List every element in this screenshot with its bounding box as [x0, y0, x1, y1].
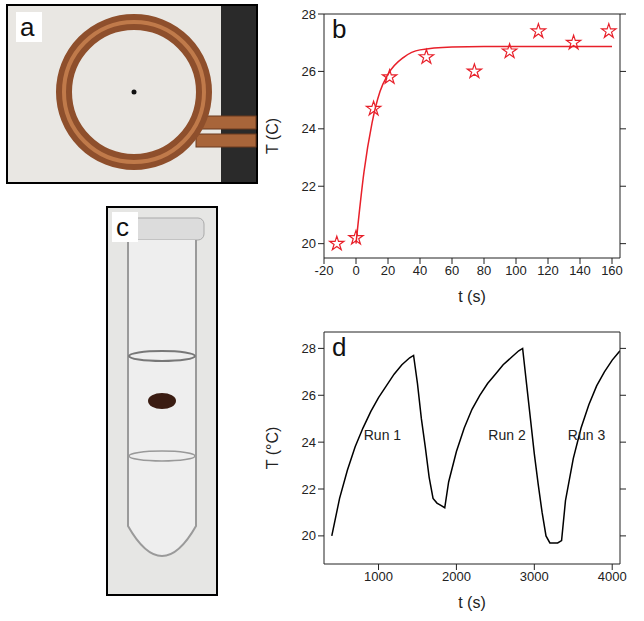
svg-text:28: 28: [302, 7, 316, 22]
svg-text:20: 20: [302, 236, 316, 251]
svg-text:100: 100: [505, 263, 527, 278]
svg-text:20: 20: [381, 263, 395, 278]
svg-text:120: 120: [537, 263, 559, 278]
svg-text:28: 28: [302, 341, 316, 356]
svg-text:80: 80: [477, 263, 491, 278]
svg-text:c: c: [116, 212, 129, 242]
svg-text:160: 160: [601, 263, 623, 278]
svg-text:26: 26: [302, 64, 316, 79]
html-text:d: d: [332, 332, 347, 362]
svg-text:4000: 4000: [598, 569, 627, 584]
svg-text:T (°C): T (°C): [264, 427, 281, 470]
svg-text:3000: 3000: [520, 569, 549, 584]
svg-text:Run 3: Run 3: [568, 427, 606, 443]
svg-text:24: 24: [302, 121, 316, 136]
svg-text:Run 2: Run 2: [488, 427, 526, 443]
svg-text:40: 40: [413, 263, 427, 278]
svg-text:t (s): t (s): [458, 594, 486, 611]
svg-text:T (C): T (C): [264, 118, 281, 154]
svg-text:2000: 2000: [442, 569, 471, 584]
svg-text:Run 1: Run 1: [364, 427, 402, 443]
svg-text:0: 0: [352, 263, 359, 278]
svg-text:1000: 1000: [364, 569, 393, 584]
svg-text:22: 22: [302, 482, 316, 497]
svg-text:22: 22: [302, 179, 316, 194]
svg-text:24: 24: [302, 435, 316, 450]
svg-text:20: 20: [302, 528, 316, 543]
svg-text:-20: -20: [315, 263, 334, 278]
svg-text:26: 26: [302, 388, 316, 403]
svg-text:t (s): t (s): [458, 288, 486, 305]
html-text:b: b: [332, 14, 347, 44]
svg-text:60: 60: [445, 263, 459, 278]
svg-text:a: a: [20, 12, 35, 42]
svg-text:140: 140: [569, 263, 591, 278]
